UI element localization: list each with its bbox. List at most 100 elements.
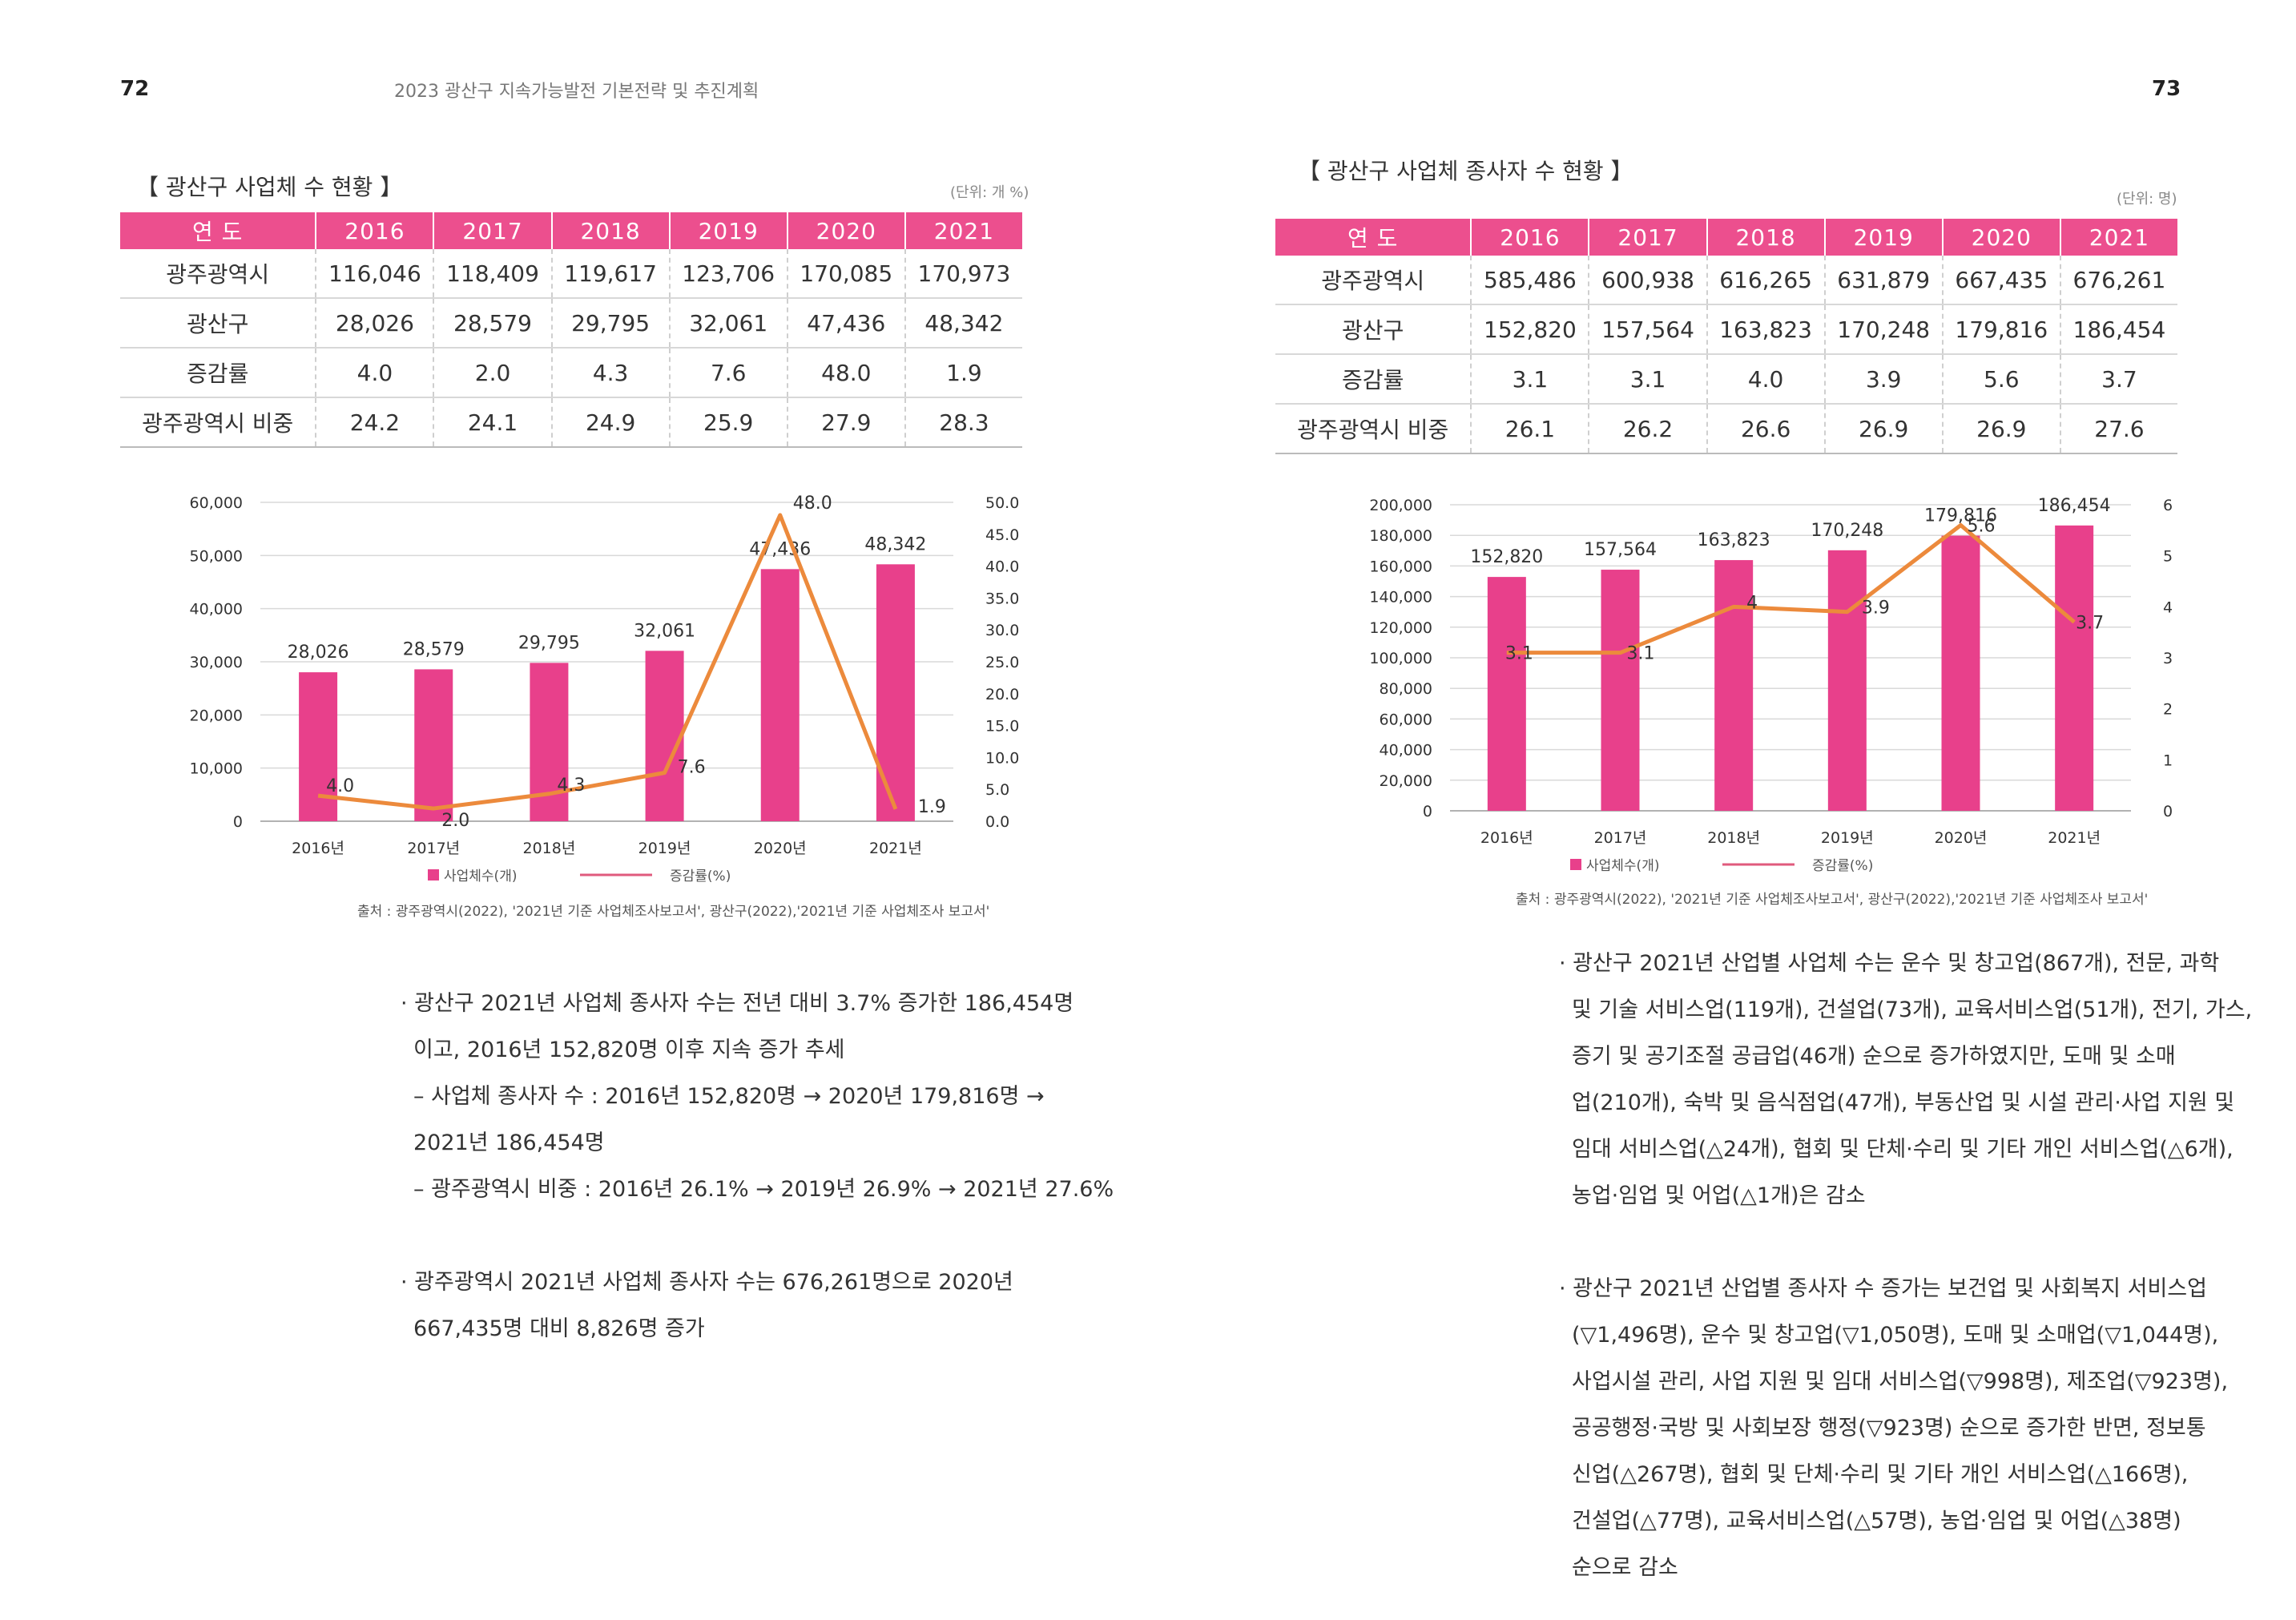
bar: [1941, 535, 1980, 811]
bar: [1827, 550, 1867, 811]
x-tick-label: 2017년: [407, 840, 460, 857]
text-line: (▽1,496명), 운수 및 창고업(▽1,050명), 도매 및 소매업(▽…: [1572, 1323, 2219, 1348]
table-cell: 26.2: [1588, 404, 1707, 454]
y-tick-label: 140,000: [1369, 589, 1432, 606]
y-tick-label: 100,000: [1369, 650, 1432, 667]
table-cell: 4.3: [550, 348, 670, 398]
table-cell: 118,409: [433, 249, 552, 299]
table-header-year: 2017: [433, 212, 552, 249]
y-tick-label: 20,000: [190, 707, 243, 724]
unit-label-right: (단위: 명): [2117, 191, 2177, 208]
bar-value-label: 157,564: [1584, 540, 1657, 560]
table-header-year: 2018: [550, 212, 670, 249]
y2-tick-label: 0.0: [985, 813, 1009, 831]
text-line: · 광주광역시 2021년 사업체 종사자 수는 676,261명으로 2020…: [401, 1270, 1013, 1295]
y2-tick-label: 15.0: [985, 718, 1019, 735]
line-value-label: 4: [1746, 593, 1758, 613]
bar: [414, 669, 453, 821]
x-tick-label: 2021년: [2048, 829, 2101, 847]
bar-value-label: 29,795: [518, 633, 580, 653]
table-cell: 25.9: [668, 397, 787, 448]
table-cell: 7.6: [668, 348, 787, 398]
line-value-label: 4.0: [326, 776, 354, 796]
text-line: 공공행정·국방 및 사회보장 행정(▽923명) 순으로 증가한 반면, 정보통: [1572, 1416, 2206, 1441]
y2-tick-label: 25.0: [985, 654, 1019, 671]
text-line: · 광산구 2021년 산업별 종사자 수 증가는 보건업 및 사회복지 서비스…: [1559, 1276, 2207, 1301]
text-line: 사업시설 관리, 사업 지원 및 임대 서비스업(▽998명), 제조업(▽92…: [1572, 1369, 2229, 1394]
table-cell: 116,046: [315, 249, 434, 299]
y2-tick-label: 3: [2163, 650, 2173, 667]
line-value-label: 3.1: [1627, 644, 1655, 664]
page-number-left: 72: [120, 77, 150, 101]
x-tick-label: 2016년: [1480, 829, 1533, 847]
line-value-label: 48.0: [793, 494, 832, 514]
y2-tick-label: 35.0: [985, 590, 1019, 607]
y2-tick-label: 0: [2163, 803, 2173, 820]
line-value-label: 1.9: [918, 797, 946, 817]
table-cell: 616,265: [1706, 256, 1825, 305]
bar: [2055, 525, 2094, 811]
table-cell: 26.9: [1823, 404, 1943, 454]
bar-value-label: 47,436: [749, 539, 811, 559]
bar: [876, 564, 915, 821]
table-cell: 600,938: [1588, 256, 1707, 305]
y-tick-label: 60,000: [1380, 711, 1432, 728]
bar: [760, 569, 800, 821]
table-cell: 26.1: [1470, 404, 1589, 454]
line-value-label: 3.9: [1862, 598, 1890, 619]
text-line: 임대 서비스업(△24개), 협회 및 단체·수리 및 기타 개인 서비스업(△…: [1572, 1137, 2234, 1162]
table-row-label: 광주광역시 비중: [1275, 404, 1472, 454]
table-row: 증감률 4.0 2.0 4.3 7.6 48.0 1.9: [120, 348, 1022, 398]
bar-value-label: 186,454: [2038, 496, 2111, 516]
table-header-year-label: 연 도: [120, 212, 316, 249]
line-series: [317, 513, 898, 811]
bar: [1601, 570, 1640, 811]
legend-label-line: 증감률(%): [1812, 858, 1873, 874]
chart-right: 0 20,000 40,000 60,000 80,000 100,000 120,000 1…: [1369, 496, 2173, 874]
y-tick-label: 120,000: [1369, 619, 1432, 637]
y2-tick-label: 45.0: [985, 526, 1019, 544]
table-cell: 585,486: [1470, 256, 1589, 305]
table-header-year: 2019: [668, 212, 787, 249]
bar-value-label: 170,248: [1811, 521, 1883, 541]
table-header-year: 2021: [2059, 219, 2177, 256]
table-cell: 48,342: [904, 298, 1022, 349]
line-value-label: 3.7: [2076, 613, 2104, 633]
table-cell: 3.1: [1588, 354, 1707, 405]
text-line: 이고, 2016년 152,820명 이후 지속 증가 추세: [413, 1038, 845, 1062]
text-line: 증기 및 공기조절 공급업(46개) 순으로 증가하였지만, 도매 및 소매: [1572, 1044, 2176, 1069]
y-tick-label: 200,000: [1369, 497, 1432, 514]
table-cell: 170,973: [904, 249, 1022, 299]
table-header-year: 2017: [1588, 219, 1707, 256]
table-header-year: 2020: [1941, 219, 2060, 256]
bar-value-label: 32,061: [634, 621, 695, 641]
table-cell: 32,061: [668, 298, 787, 349]
table-row: 증감률 3.1 3.1 4.0 3.9 5.6 3.7: [1275, 354, 2177, 405]
bar: [1487, 577, 1526, 811]
y-tick-label: 0: [233, 813, 243, 831]
table-cell: 119,617: [550, 249, 670, 299]
running-header: 2023 광산구 지속가능발전 기본전략 및 추진계획: [394, 82, 759, 102]
legend-swatch-bar: [428, 869, 439, 881]
paragraph: · 광산구 2021년 산업별 사업체 수는 운수 및 창고업(867개), 전…: [1559, 941, 2252, 1219]
stats-table-left: 연 도 2016 2017 2018 2019 2020 2021 광주광역시 116,046…: [120, 212, 1022, 448]
x-tick-label: 2018년: [522, 840, 575, 857]
table-row-label: 광주광역시: [120, 249, 316, 299]
y-tick-label: 10,000: [190, 760, 243, 778]
y-tick-label: 0: [1423, 803, 1432, 820]
line-value-label: 3.1: [1505, 644, 1533, 664]
table-header-row: 연 도 2016 2017 2018 2019 2020 2021: [1275, 219, 2177, 256]
y-tick-label: 60,000: [190, 494, 243, 512]
table-row-label: 광산구: [120, 298, 316, 349]
table-cell: 24.1: [433, 397, 552, 448]
table-cell: 4.0: [315, 348, 434, 398]
table-header-year: 2020: [786, 212, 905, 249]
table-row: 광주광역시 585,486 600,938 616,265 631,879 667,435…: [1275, 256, 2177, 305]
table-cell: 152,820: [1470, 304, 1589, 355]
x-tick-label: 2021년: [869, 840, 922, 857]
line-value-label: 7.6: [678, 758, 706, 778]
table-cell: 157,564: [1588, 304, 1707, 355]
y2-tick-label: 10.0: [985, 749, 1019, 767]
y2-tick-label: 6: [2163, 497, 2173, 514]
table-header-year: 2019: [1823, 219, 1943, 256]
